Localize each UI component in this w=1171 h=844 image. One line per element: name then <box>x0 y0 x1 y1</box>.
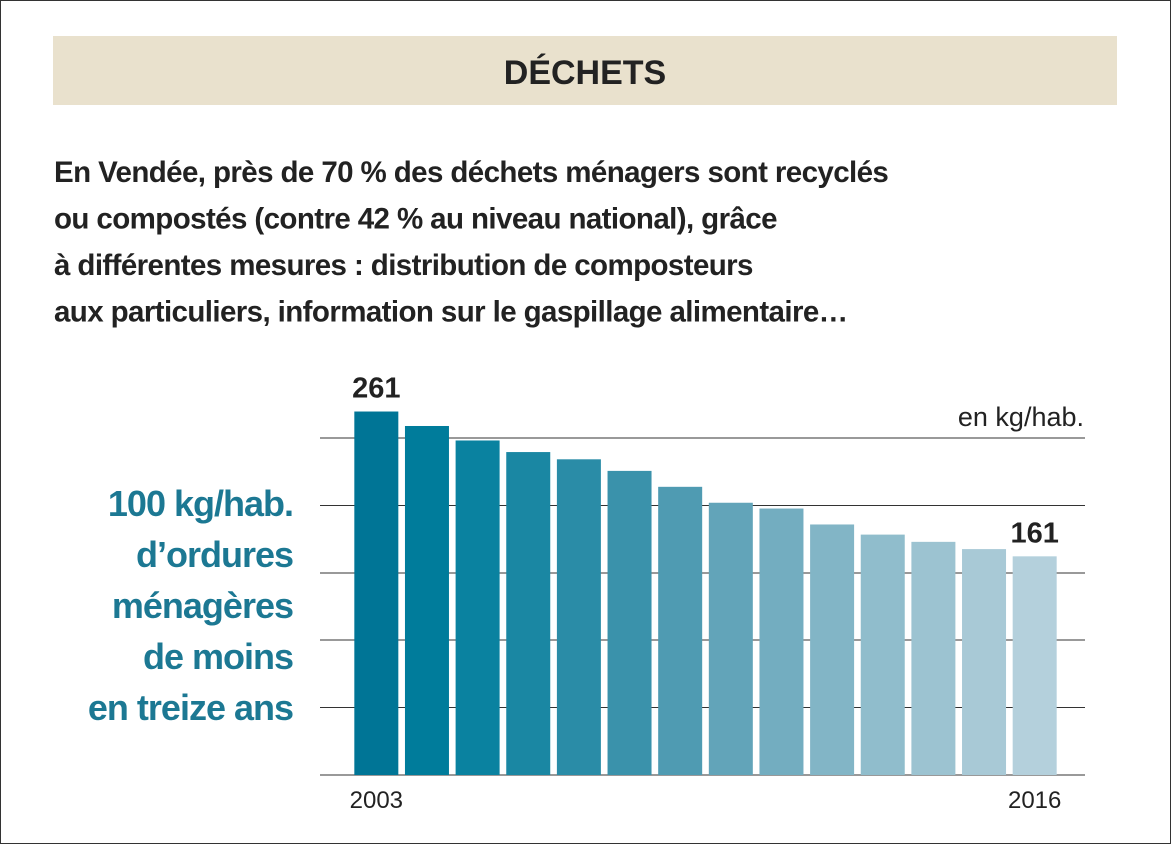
bar <box>1012 556 1057 775</box>
bar <box>860 534 905 775</box>
annotation-line: d’ordures <box>136 534 293 575</box>
bar <box>506 452 551 775</box>
title-band <box>53 36 1117 105</box>
bar <box>556 459 601 775</box>
unit-label: en kg/hab. <box>958 402 1084 432</box>
annotation-line: 100 kg/hab. <box>108 483 293 524</box>
bar <box>354 411 399 775</box>
bar <box>911 541 956 775</box>
value-label: 161 <box>1010 517 1058 549</box>
bar <box>759 508 804 775</box>
bar <box>708 502 753 775</box>
bar <box>455 440 500 775</box>
bar <box>658 486 703 775</box>
value-label: 261 <box>352 373 400 405</box>
bar <box>810 524 855 775</box>
x-tick-label: 2003 <box>350 787 403 814</box>
annotation-line: de moins <box>143 636 293 677</box>
subtitle-line: En Vendée, près de 70 % des déchets ména… <box>54 156 888 189</box>
bar <box>607 470 652 775</box>
subtitle-line: ou compostés (contre 42 % au niveau nati… <box>54 203 777 236</box>
annotation-line: en treize ans <box>88 687 293 728</box>
subtitle-line: aux particuliers, information sur le gas… <box>54 296 848 329</box>
subtitle-line: à différentes mesures : distribution de … <box>54 249 753 282</box>
bar <box>962 549 1007 775</box>
chart-title: DÉCHETS <box>504 54 666 92</box>
annotation-line: ménagères <box>112 585 293 626</box>
bar <box>404 425 449 775</box>
x-tick-label: 2016 <box>1008 787 1061 814</box>
